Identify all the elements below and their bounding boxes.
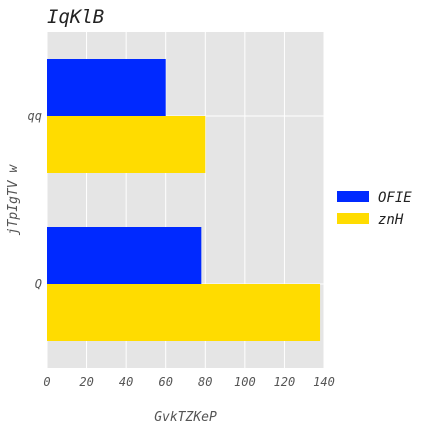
y-tick-label: Q xyxy=(35,277,42,291)
y-axis-label: jTpIgTV w xyxy=(6,164,21,236)
bar-ofie-1 xyxy=(47,227,202,284)
x-axis-label: GvkTZKeP xyxy=(154,410,217,425)
x-tick-label: 60 xyxy=(158,375,172,389)
legend-swatch-znh xyxy=(337,213,369,224)
y-tick-label: qq xyxy=(28,109,42,123)
x-tick-label: 20 xyxy=(79,375,93,389)
x-tick-label: 0 xyxy=(43,375,50,389)
bar-layer xyxy=(47,59,321,341)
legend: OFIE znH xyxy=(337,190,412,228)
x-tick-label: 80 xyxy=(198,375,212,389)
x-tick-label: 40 xyxy=(119,375,133,389)
tick-layer: qq Q 0 20 40 60 80 100 120 140 xyxy=(28,109,335,389)
legend-label-znh: znH xyxy=(378,212,404,228)
legend-swatch-ofie xyxy=(337,191,369,202)
x-tick-label: 120 xyxy=(274,375,296,389)
legend-label-ofie: OFIE xyxy=(378,190,412,206)
x-tick-label: 100 xyxy=(234,375,256,389)
bar-znh-0 xyxy=(47,116,206,173)
x-tick-label: 140 xyxy=(313,375,335,389)
chart-title: IqKlB xyxy=(47,6,104,28)
bar-znh-1 xyxy=(47,284,321,341)
bar-ofie-0 xyxy=(47,59,166,116)
